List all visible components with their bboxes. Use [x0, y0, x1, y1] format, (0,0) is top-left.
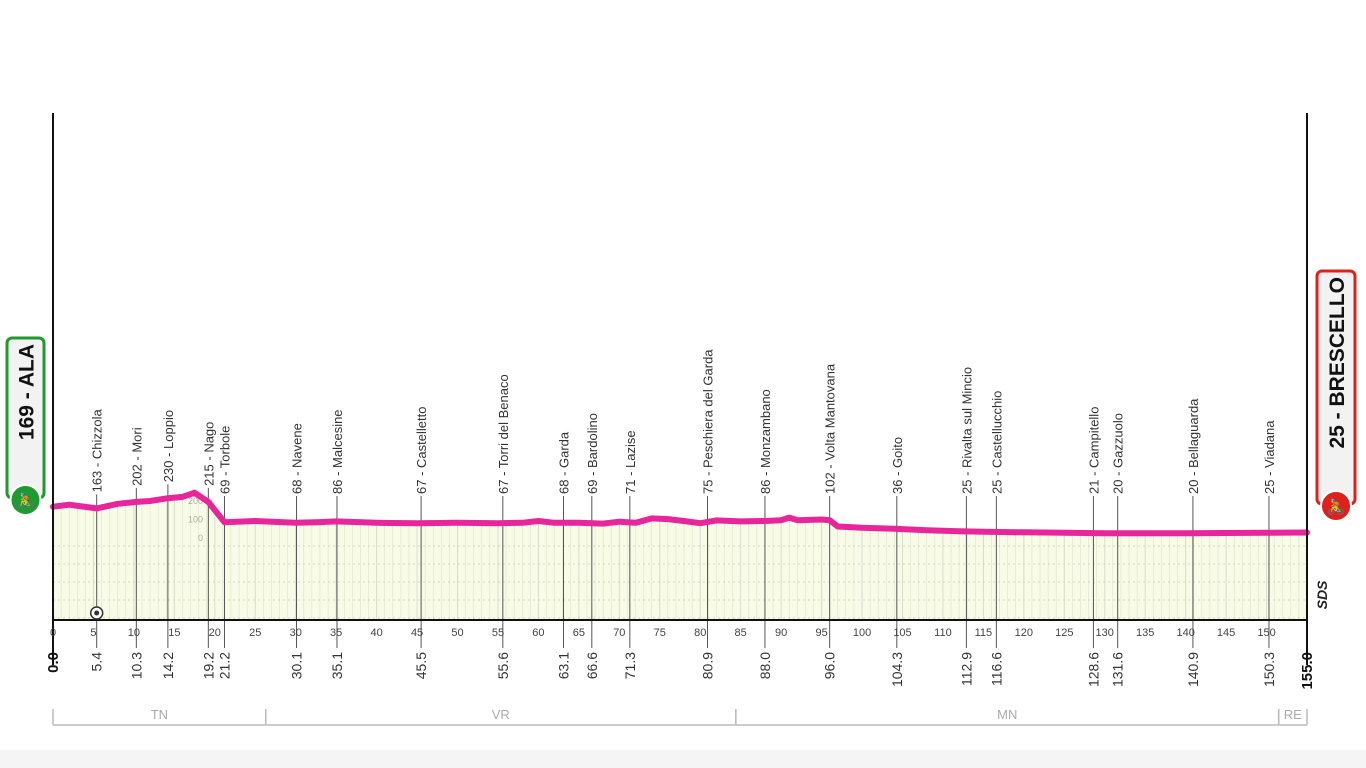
x-tick-label: 45 [411, 627, 423, 639]
waypoint-km-label: 10.3 [128, 652, 144, 679]
waypoint-km-label: 45.5 [413, 652, 429, 679]
waypoint-km-label: 88.0 [757, 652, 773, 679]
waypoint-label: 25 - Rivalta sul Mincio [959, 367, 974, 494]
x-tick-label: 125 [1055, 627, 1073, 639]
province-label: VR [492, 707, 510, 722]
waypoint-km-label: 19.2 [200, 652, 216, 679]
finish-cyclist-icon [1320, 490, 1352, 522]
province-label: RE [1284, 707, 1302, 722]
waypoint-label: 215 - Nago [201, 422, 216, 486]
waypoint-label: 68 - Garda [556, 431, 571, 494]
x-tick-label: 85 [735, 627, 747, 639]
waypoint-km-label: 104.3 [889, 652, 905, 687]
bottom-band [0, 750, 1366, 768]
finish-km-label: 155.0 [1299, 652, 1316, 690]
waypoint-km-label: 116.6 [988, 652, 1004, 686]
x-tick-label: 40 [370, 627, 382, 639]
waypoint-km-label: 66.6 [584, 652, 600, 679]
waypoint-label: 20 - Gazzuolo [1111, 413, 1126, 494]
x-tick-label: 120 [1015, 627, 1033, 639]
x-tick-label: 65 [573, 627, 585, 639]
waypoint-km-label: 21.2 [217, 652, 233, 679]
x-tick-label: 10 [128, 627, 140, 639]
waypoint-label: 21 - Campitello [1086, 407, 1101, 494]
waypoint-km-label: 71.3 [622, 652, 638, 679]
start-km-label: 0.0 [45, 652, 62, 673]
waypoint-label: 230 - Loppio [161, 410, 176, 482]
x-tick-label: 15 [168, 627, 180, 639]
x-tick-label: 130 [1096, 627, 1114, 639]
waypoint-label: 20 - Bellaguarda [1186, 398, 1201, 494]
waypoint-km-label: 80.9 [700, 652, 716, 679]
waypoint-km-label: 140.9 [1185, 652, 1201, 687]
start-cyclist-icon [9, 484, 42, 516]
x-tick-label: 80 [694, 627, 706, 639]
x-tick-label: 70 [613, 627, 625, 639]
x-tick-label: 60 [532, 627, 544, 639]
x-tick-label: 90 [775, 627, 787, 639]
waypoint-label: 75 - Peschiera del Garda [701, 349, 716, 494]
waypoint-km-label: 131.6 [1110, 652, 1126, 687]
finish-cyclist-glyph: 🚴 [1327, 498, 1346, 516]
x-tick-label: 35 [330, 627, 342, 639]
x-tick-label: 150 [1257, 627, 1275, 639]
finish-label: 25 - BRESCELLO [1326, 277, 1349, 449]
start-label: 169 - ALA [16, 344, 39, 440]
waypoint-label: 86 - Monzambano [758, 389, 773, 494]
x-tick-label: 105 [893, 627, 911, 639]
waypoint-km-label: 55.6 [495, 652, 511, 679]
x-tick-label: 30 [290, 627, 302, 639]
waypoint-label: 69 - Torbole [218, 426, 233, 494]
x-tick-label: 100 [853, 627, 871, 639]
waypoint-label: 202 - Mori [129, 427, 144, 486]
waypoint-km-label: 35.1 [329, 652, 345, 679]
waypoint-label: 67 - Torri del Benaco [496, 374, 511, 494]
altitude-scale-label: 200 [188, 496, 203, 506]
waypoint-label: 25 - Castellucchio [989, 391, 1004, 494]
waypoint-label: 71 - Lazise [623, 430, 638, 494]
waypoint-km-label: 150.3 [1261, 652, 1277, 687]
waypoint-label: 25 - Viadana [1262, 420, 1277, 494]
x-tick-label: 110 [934, 627, 952, 639]
waypoint-label: 69 - Bardolino [585, 413, 600, 494]
waypoint-label: 67 - Castelletto [414, 407, 429, 494]
profile-line [50, 489, 1310, 537]
feed-zone-icon-dot [94, 610, 100, 616]
x-tick-label: 95 [815, 627, 827, 639]
sds-logo: SDS [1314, 580, 1330, 609]
waypoint-label: 163 - Chizzola [90, 409, 105, 493]
x-tick-label: 145 [1217, 627, 1235, 639]
waypoint-km-label: 5.4 [89, 652, 105, 672]
x-tick-label: 55 [492, 627, 504, 639]
waypoint-km-label: 96.0 [822, 652, 838, 679]
x-tick-label: 25 [249, 627, 261, 639]
start-cyclist-glyph: 🚴 [16, 492, 35, 510]
x-tick-label: 50 [451, 627, 463, 639]
waypoint-km-label: 14.2 [160, 652, 176, 679]
x-tick-label: 5 [90, 627, 96, 639]
x-tick-label: 0 [50, 627, 56, 639]
waypoint-km-label: 128.6 [1085, 652, 1101, 687]
province-label: TN [151, 707, 168, 722]
profile-fill [53, 492, 1307, 620]
waypoint-km-label: 30.1 [289, 652, 305, 679]
altitude-scale-label: 100 [188, 515, 203, 525]
x-tick-label: 115 [975, 627, 993, 639]
x-tick-label: 140 [1176, 627, 1194, 639]
x-tick-label: 20 [209, 627, 221, 639]
waypoint-label: 36 - Goito [890, 437, 905, 494]
x-tick-label: 135 [1136, 627, 1154, 639]
waypoint-label: 86 - Malcesine [330, 409, 345, 494]
x-tick-label: 75 [654, 627, 666, 639]
waypoint-label: 102 - Volta Mantovana [823, 363, 838, 494]
waypoint-label: 68 - Navene [290, 423, 305, 494]
waypoint-km-label: 112.9 [958, 652, 974, 686]
altitude-scale-label: 0 [198, 533, 203, 543]
province-label: MN [997, 707, 1017, 722]
waypoint-km-label: 63.1 [555, 652, 571, 679]
